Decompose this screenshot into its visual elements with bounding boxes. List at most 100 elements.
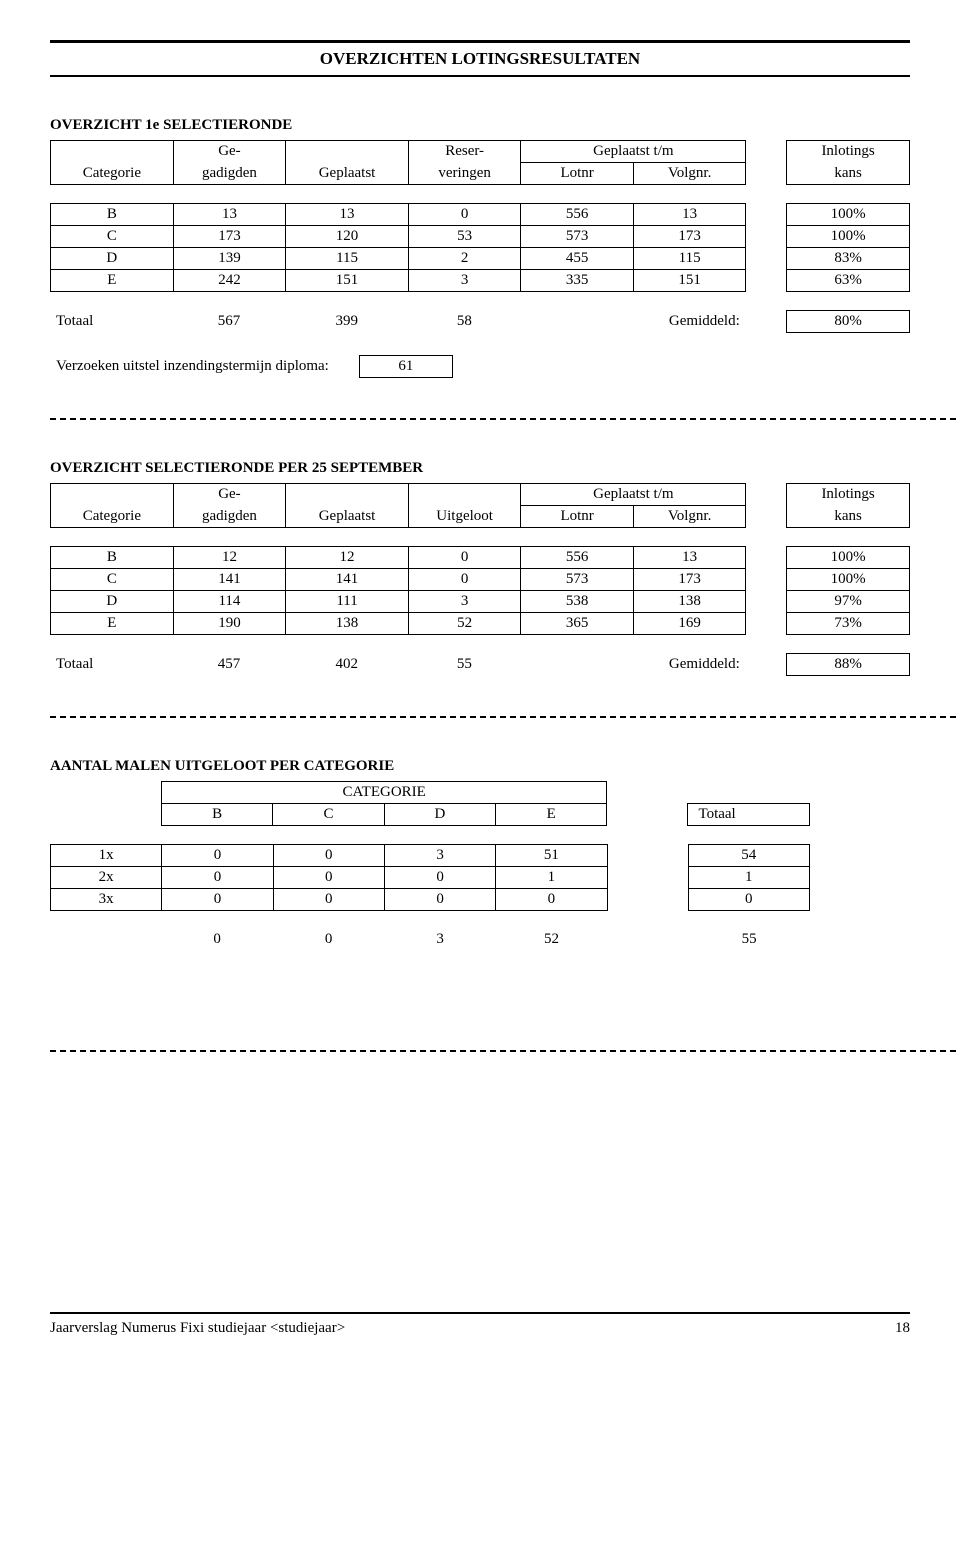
table-cell: 3 xyxy=(384,845,495,867)
section2-header-table: Ge- Geplaatst t/m Inlotings Categorie ga… xyxy=(50,483,910,528)
section3-sum-table: 0 0 3 52 55 xyxy=(50,929,810,950)
table-cell: 141 xyxy=(173,569,285,591)
hdr-inlotings: Inlotings xyxy=(787,141,910,163)
sum-1: 0 xyxy=(273,929,384,950)
table-cell: 0 xyxy=(384,889,495,911)
total-label: Totaal xyxy=(50,311,173,333)
section2-total-table: Totaal 457 402 55 Gemiddeld: 88% xyxy=(50,653,910,676)
table-cell: 573 xyxy=(521,226,633,248)
table-cell: 151 xyxy=(633,270,745,292)
table-cell: 335 xyxy=(521,270,633,292)
total-c2: 402 xyxy=(285,654,408,676)
table-cell: 51 xyxy=(496,845,607,867)
hdr-ge: Ge- xyxy=(173,141,285,163)
table-cell: 0 xyxy=(162,845,273,867)
total-c1: 567 xyxy=(173,311,286,333)
hdr-kans: kans xyxy=(787,506,910,528)
table-cell: 73% xyxy=(787,613,910,635)
table-cell: 120 xyxy=(286,226,409,248)
footer: Jaarverslag Numerus Fixi studiejaar <stu… xyxy=(50,1312,910,1337)
table-cell: 0 xyxy=(273,845,384,867)
table-cell: 115 xyxy=(633,248,745,270)
hdr-lotnr: Lotnr xyxy=(521,163,633,185)
col-d: D xyxy=(384,804,495,826)
section1-total-table: Totaal 567 399 58 Gemiddeld: 80% xyxy=(50,310,910,333)
table-cell: 13 xyxy=(286,204,409,226)
table-cell: 0 xyxy=(162,867,273,889)
section1-data-table: B1313055613100%C17312053573173100%D13911… xyxy=(50,203,910,292)
table-cell: 83% xyxy=(787,248,910,270)
section3-data-table: 1x00351542x000113x00000 xyxy=(50,844,810,911)
hdr-geplaatst-tm: Geplaatst t/m xyxy=(521,141,746,163)
footer-left: Jaarverslag Numerus Fixi studiejaar <stu… xyxy=(50,1320,345,1337)
gemiddeld-label: Gemiddeld: xyxy=(633,311,746,333)
table-cell: 100% xyxy=(787,226,910,248)
table-cell: 53 xyxy=(408,226,520,248)
total-c1: 457 xyxy=(173,654,286,676)
table-cell: B xyxy=(51,204,174,226)
verzoeken-label: Verzoeken uitstel inzendingstermijn dipl… xyxy=(50,356,359,378)
table-cell: D xyxy=(51,591,174,613)
table-cell: 573 xyxy=(521,569,633,591)
table-cell: 138 xyxy=(286,613,409,635)
separator-1 xyxy=(50,418,960,420)
table-cell: 115 xyxy=(286,248,409,270)
total-c2: 399 xyxy=(285,311,408,333)
section1-title: OVERZICHT 1e SELECTIERONDE xyxy=(50,117,910,134)
hdr-kans: kans xyxy=(787,163,910,185)
hdr-volgnr: Volgnr. xyxy=(633,506,745,528)
table-cell: 365 xyxy=(521,613,633,635)
table-cell: 13 xyxy=(633,547,745,569)
table-cell: 111 xyxy=(286,591,409,613)
table-cell: 190 xyxy=(173,613,285,635)
table-cell: 0 xyxy=(384,867,495,889)
table-cell: 1 xyxy=(688,867,809,889)
table-cell: 13 xyxy=(173,204,285,226)
table-cell: 173 xyxy=(633,226,745,248)
hdr-categorie: Categorie xyxy=(51,163,174,185)
hdr-inlotings: Inlotings xyxy=(787,484,910,506)
col-e: E xyxy=(496,804,607,826)
table-cell: 100% xyxy=(787,547,910,569)
table-cell: 114 xyxy=(173,591,285,613)
total-c3: 58 xyxy=(408,311,521,333)
separator-2 xyxy=(50,716,960,718)
hdr-gadigden: gadigden xyxy=(173,163,285,185)
total-label: Totaal xyxy=(50,654,173,676)
table-cell: E xyxy=(51,270,174,292)
hdr-geplaatst: Geplaatst xyxy=(286,163,409,185)
table-cell: D xyxy=(51,248,174,270)
table-cell: 54 xyxy=(688,845,809,867)
table-cell: 0 xyxy=(273,867,384,889)
gemiddeld-label: Gemiddeld: xyxy=(633,654,746,676)
page-title: OVERZICHTEN LOTINGSRESULTATEN xyxy=(50,40,910,77)
footer-right: 18 xyxy=(895,1320,910,1337)
table-cell: 556 xyxy=(521,204,633,226)
table-cell: 12 xyxy=(173,547,285,569)
table-cell: C xyxy=(51,226,174,248)
table-cell: 13 xyxy=(633,204,745,226)
table-cell: 242 xyxy=(173,270,285,292)
verzoeken-table: Verzoeken uitstel inzendingstermijn dipl… xyxy=(50,355,453,378)
table-cell: 52 xyxy=(408,613,520,635)
table-cell: 0 xyxy=(273,889,384,911)
table-cell: 141 xyxy=(286,569,409,591)
hdr-reser: Reser- xyxy=(408,141,520,163)
verzoeken-val: 61 xyxy=(359,356,452,378)
section3-header-table: CATEGORIE B C D E Totaal xyxy=(50,781,810,826)
sum-2: 3 xyxy=(384,929,495,950)
col-b: B xyxy=(161,804,272,826)
gemiddeld-val: 80% xyxy=(787,311,910,333)
sum-3: 52 xyxy=(496,929,607,950)
section1-header-table: Ge- Reser- Geplaatst t/m Inlotings Categ… xyxy=(50,140,910,185)
table-cell: 3 xyxy=(408,591,520,613)
hdr-lotnr: Lotnr xyxy=(521,506,633,528)
table-cell: 100% xyxy=(787,204,910,226)
table-cell: 169 xyxy=(633,613,745,635)
sum-4: 55 xyxy=(688,929,810,950)
table-cell: 3x xyxy=(51,889,162,911)
table-cell: 0 xyxy=(408,569,520,591)
table-cell: 1 xyxy=(496,867,607,889)
table-cell: C xyxy=(51,569,174,591)
categorie-label: CATEGORIE xyxy=(161,782,607,804)
